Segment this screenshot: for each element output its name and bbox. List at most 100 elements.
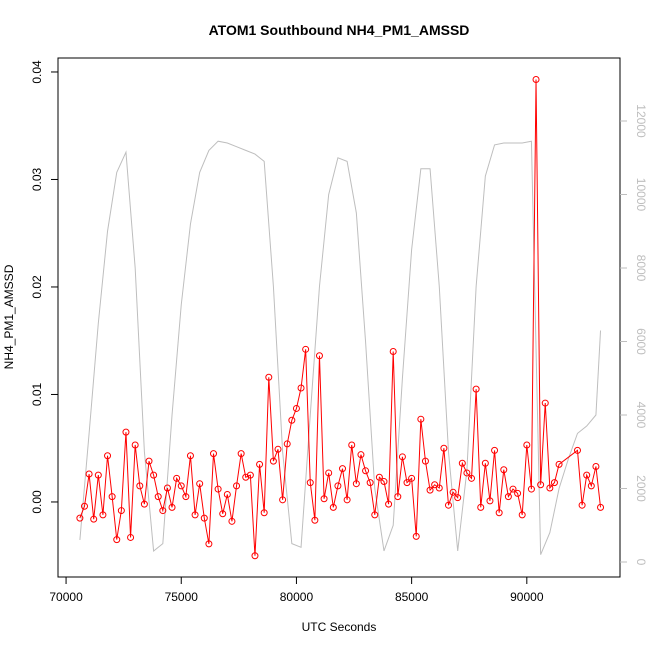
- data-point: [265, 373, 273, 381]
- y2-tick-label: 2000: [634, 475, 648, 502]
- x-tick-label: 85000: [395, 590, 429, 604]
- data-point: [191, 511, 199, 519]
- data-point: [403, 479, 411, 487]
- data-point: [269, 457, 277, 465]
- data-point: [504, 493, 512, 501]
- series-line: [79, 79, 602, 556]
- data-point: [94, 471, 102, 479]
- data-point: [449, 488, 457, 496]
- data-point: [150, 471, 158, 479]
- data-point: [219, 510, 227, 518]
- data-point: [426, 486, 434, 494]
- data-point: [108, 493, 116, 501]
- data-point: [159, 507, 167, 515]
- data-point: [260, 509, 268, 517]
- y-tick-label: 0.03: [30, 167, 44, 191]
- data-point: [251, 552, 259, 560]
- data-point: [145, 457, 153, 465]
- data-point: [357, 451, 365, 459]
- data-point: [597, 503, 605, 511]
- chart-title: ATOM1 Southbound NH4_PM1_AMSSD: [209, 22, 470, 38]
- data-point: [454, 494, 462, 502]
- y2-tick-label: 6000: [634, 328, 648, 355]
- data-point: [550, 479, 558, 487]
- data-point: [587, 482, 595, 490]
- data-point: [210, 450, 218, 458]
- data-point: [394, 493, 402, 501]
- data-point: [292, 404, 300, 412]
- y-tick-label: 0.02: [30, 275, 44, 299]
- data-point: [140, 500, 148, 508]
- data-point: [408, 474, 416, 482]
- data-point: [302, 345, 310, 353]
- y-axis-label: NH4_PM1_AMSSD: [2, 264, 16, 369]
- data-point: [435, 484, 443, 492]
- data-point: [297, 384, 305, 392]
- data-point: [168, 503, 176, 511]
- data-point: [412, 532, 420, 540]
- data-point: [583, 471, 591, 479]
- data-point: [228, 517, 236, 525]
- data-point: [463, 469, 471, 477]
- data-point: [306, 479, 314, 487]
- data-point: [375, 473, 383, 481]
- data-point: [76, 514, 84, 522]
- data-point: [546, 484, 554, 492]
- data-point: [205, 540, 213, 548]
- data-point: [518, 511, 526, 519]
- data-point: [366, 479, 374, 487]
- data-point: [320, 495, 328, 503]
- data-point: [537, 481, 545, 489]
- y2-tick-label: 12000: [634, 104, 648, 138]
- data-point: [421, 457, 429, 465]
- y2-tick-label: 4000: [634, 402, 648, 429]
- data-point: [541, 399, 549, 407]
- data-point: [85, 470, 93, 478]
- y2-tick-label: 8000: [634, 255, 648, 282]
- data-point: [481, 459, 489, 467]
- data-point: [458, 459, 466, 467]
- data-point: [122, 428, 130, 436]
- data-point: [352, 480, 360, 488]
- data-point: [495, 509, 503, 517]
- x-tick-label: 90000: [510, 590, 544, 604]
- data-point: [117, 507, 125, 515]
- data-point: [127, 533, 135, 541]
- data-point: [163, 484, 171, 492]
- x-axis-label: UTC Seconds: [302, 620, 377, 634]
- data-point: [339, 465, 347, 473]
- data-point: [99, 511, 107, 519]
- data-point: [417, 415, 425, 423]
- data-point: [214, 485, 222, 493]
- y2-tick-label: 0: [634, 559, 648, 566]
- data-point: [177, 482, 185, 490]
- data-point: [431, 481, 439, 489]
- data-point: [311, 516, 319, 524]
- data-point: [477, 503, 485, 511]
- data-point: [173, 474, 181, 482]
- y-tick-label: 0.04: [30, 60, 44, 84]
- data-point: [348, 441, 356, 449]
- data-point: [380, 478, 388, 486]
- data-point: [555, 460, 563, 468]
- data-point: [246, 471, 254, 479]
- x-tick-label: 70000: [49, 590, 83, 604]
- x-tick-label: 75000: [165, 590, 199, 604]
- data-point: [385, 500, 393, 508]
- data-point: [223, 490, 231, 498]
- data-point: [362, 467, 370, 475]
- data-point: [398, 453, 406, 461]
- plot-box: [57, 57, 621, 578]
- data-point: [509, 485, 517, 493]
- data-point: [182, 493, 190, 501]
- data-point: [334, 482, 342, 490]
- data-point: [500, 466, 508, 474]
- x-tick-label: 80000: [280, 590, 314, 604]
- data-point: [196, 480, 204, 488]
- data-point: [186, 452, 194, 460]
- data-point: [440, 444, 448, 452]
- data-point: [283, 440, 291, 448]
- data-point: [256, 460, 264, 468]
